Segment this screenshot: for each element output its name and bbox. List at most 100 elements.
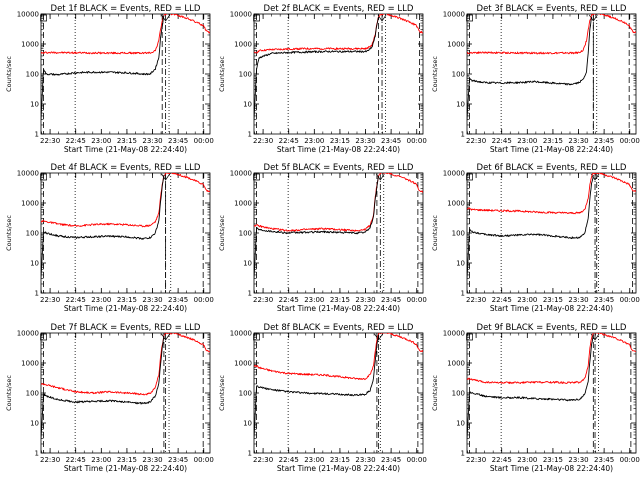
series-group (41, 173, 210, 278)
y-tick-label: 10000 (443, 170, 465, 178)
y-tick-label: 1 (35, 450, 39, 458)
x-tick-label: 22:45 (66, 137, 86, 145)
x-tick-label: 23:15 (117, 137, 137, 145)
series-group (467, 333, 636, 440)
panel-title: Det 6f BLACK = Events, RED = LLD (477, 163, 627, 173)
x-tick-label: 23:15 (543, 456, 563, 464)
x-tick-label: 23:30 (142, 137, 162, 145)
x-tick-label: 23:15 (543, 296, 563, 304)
x-axis-label: Start Time (21-May-08 22:24:40) (277, 464, 400, 473)
x-tick-label: 23:00 (304, 137, 324, 145)
y-tick-label: 100 (26, 71, 39, 79)
x-tick-label: 22:30 (253, 137, 273, 145)
y-tick-label: 10 (243, 420, 252, 428)
y-axis-label: Counts/sec (5, 56, 13, 92)
x-tick-label: 22:45 (66, 296, 86, 304)
plot-frame (253, 13, 424, 135)
y-tick-label: 1000 (447, 200, 465, 208)
series-group (467, 173, 636, 279)
y-axis-label: Counts/sec (218, 56, 226, 92)
x-tick-label: 23:15 (117, 296, 137, 304)
lld-series-line (254, 14, 423, 54)
x-tick-label: 23:30 (355, 456, 375, 464)
y-tick-label: 10000 (443, 11, 465, 19)
y-axis-label: Counts/sec (431, 375, 439, 411)
detector-panel-4: Det 4f BLACK = Events, RED = LLD 1 10 100 10… (5, 163, 214, 313)
y-tick-label: 1000 (234, 200, 252, 208)
x-tick-label: 23:45 (168, 296, 188, 304)
lld-series-line (41, 333, 210, 396)
lld-series-line (41, 173, 210, 228)
series-group (254, 14, 423, 121)
y-tick-label: 100 (239, 390, 252, 398)
x-tick-label: 23:45 (381, 296, 401, 304)
x-tick-label: 00:00 (620, 456, 640, 464)
x-axis-label: Start Time (21-May-08 22:24:40) (490, 145, 613, 154)
events-series-line (254, 335, 380, 439)
x-tick-label: 23:30 (355, 296, 375, 304)
x-tick-label: 23:45 (594, 296, 614, 304)
x-tick-label: 23:45 (168, 137, 188, 145)
x-tick-label: 22:30 (253, 296, 273, 304)
y-tick-label: 100 (26, 230, 39, 238)
lld-series-line (254, 333, 423, 381)
lld-series-line (41, 14, 210, 55)
y-tick-label: 1000 (447, 41, 465, 49)
x-tick-label: 23:45 (594, 456, 614, 464)
y-tick-label: 10 (30, 101, 39, 109)
y-tick-label: 100 (26, 390, 39, 398)
plot-frame (466, 172, 637, 294)
y-axis-label: Counts/sec (431, 56, 439, 92)
y-tick-label: 100 (239, 71, 252, 79)
plot-frame (253, 332, 424, 454)
series-group (41, 14, 210, 121)
x-tick-label: 00:00 (407, 137, 427, 145)
panel-title: Det 2f BLACK = Events, RED = LLD (264, 4, 414, 14)
x-tick-label: 22:30 (40, 137, 60, 145)
y-tick-label: 1000 (21, 200, 39, 208)
events-series-line (467, 335, 594, 440)
y-tick-label: 1 (248, 450, 252, 458)
x-tick-label: 00:00 (620, 296, 640, 304)
y-tick-label: 1 (461, 290, 465, 298)
y-tick-label: 10 (456, 260, 465, 268)
y-tick-label: 1 (35, 290, 39, 298)
x-tick-label: 00:00 (620, 137, 640, 145)
y-axis-label: Counts/sec (218, 215, 226, 251)
detector-panel-6: Det 6f BLACK = Events, RED = LLD 1 10 100 10… (431, 163, 640, 313)
events-series-line (254, 16, 380, 121)
x-axis-label: Start Time (21-May-08 22:24:40) (64, 464, 187, 473)
x-tick-label: 23:00 (91, 456, 111, 464)
lld-series-line (254, 173, 423, 232)
interval-flag-start (466, 14, 473, 22)
interval-flag-peak (376, 173, 385, 181)
events-series-line (41, 335, 165, 439)
lld-series-line (467, 14, 636, 55)
x-axis-label: Start Time (21-May-08 22:24:40) (277, 304, 400, 313)
y-tick-label: 10000 (230, 170, 252, 178)
plot-frame (40, 172, 211, 294)
x-tick-label: 23:15 (117, 456, 137, 464)
interval-flag-peak (161, 333, 170, 341)
detector-panel-5: Det 5f BLACK = Events, RED = LLD 1 10 100 10… (218, 163, 427, 313)
interval-flag-start (253, 333, 260, 341)
interval-flag-peak (589, 14, 598, 22)
panel-title: Det 1f BLACK = Events, RED = LLD (51, 4, 201, 14)
panel-title: Det 8f BLACK = Events, RED = LLD (264, 323, 414, 333)
y-tick-label: 10000 (17, 330, 39, 338)
y-tick-label: 10000 (17, 170, 39, 178)
interval-flag-start (40, 333, 47, 341)
x-tick-label: 23:30 (142, 296, 162, 304)
y-axis-label: Counts/sec (431, 215, 439, 251)
x-tick-label: 22:45 (279, 296, 299, 304)
y-tick-label: 10 (243, 260, 252, 268)
events-series-line (467, 175, 594, 279)
x-tick-label: 23:30 (142, 456, 162, 464)
y-axis-label: Counts/sec (5, 375, 13, 411)
panel-title: Det 4f BLACK = Events, RED = LLD (51, 163, 201, 173)
x-tick-label: 22:30 (40, 296, 60, 304)
events-series-line (467, 16, 593, 121)
x-tick-label: 22:30 (466, 456, 486, 464)
interval-flag-start (40, 14, 47, 22)
